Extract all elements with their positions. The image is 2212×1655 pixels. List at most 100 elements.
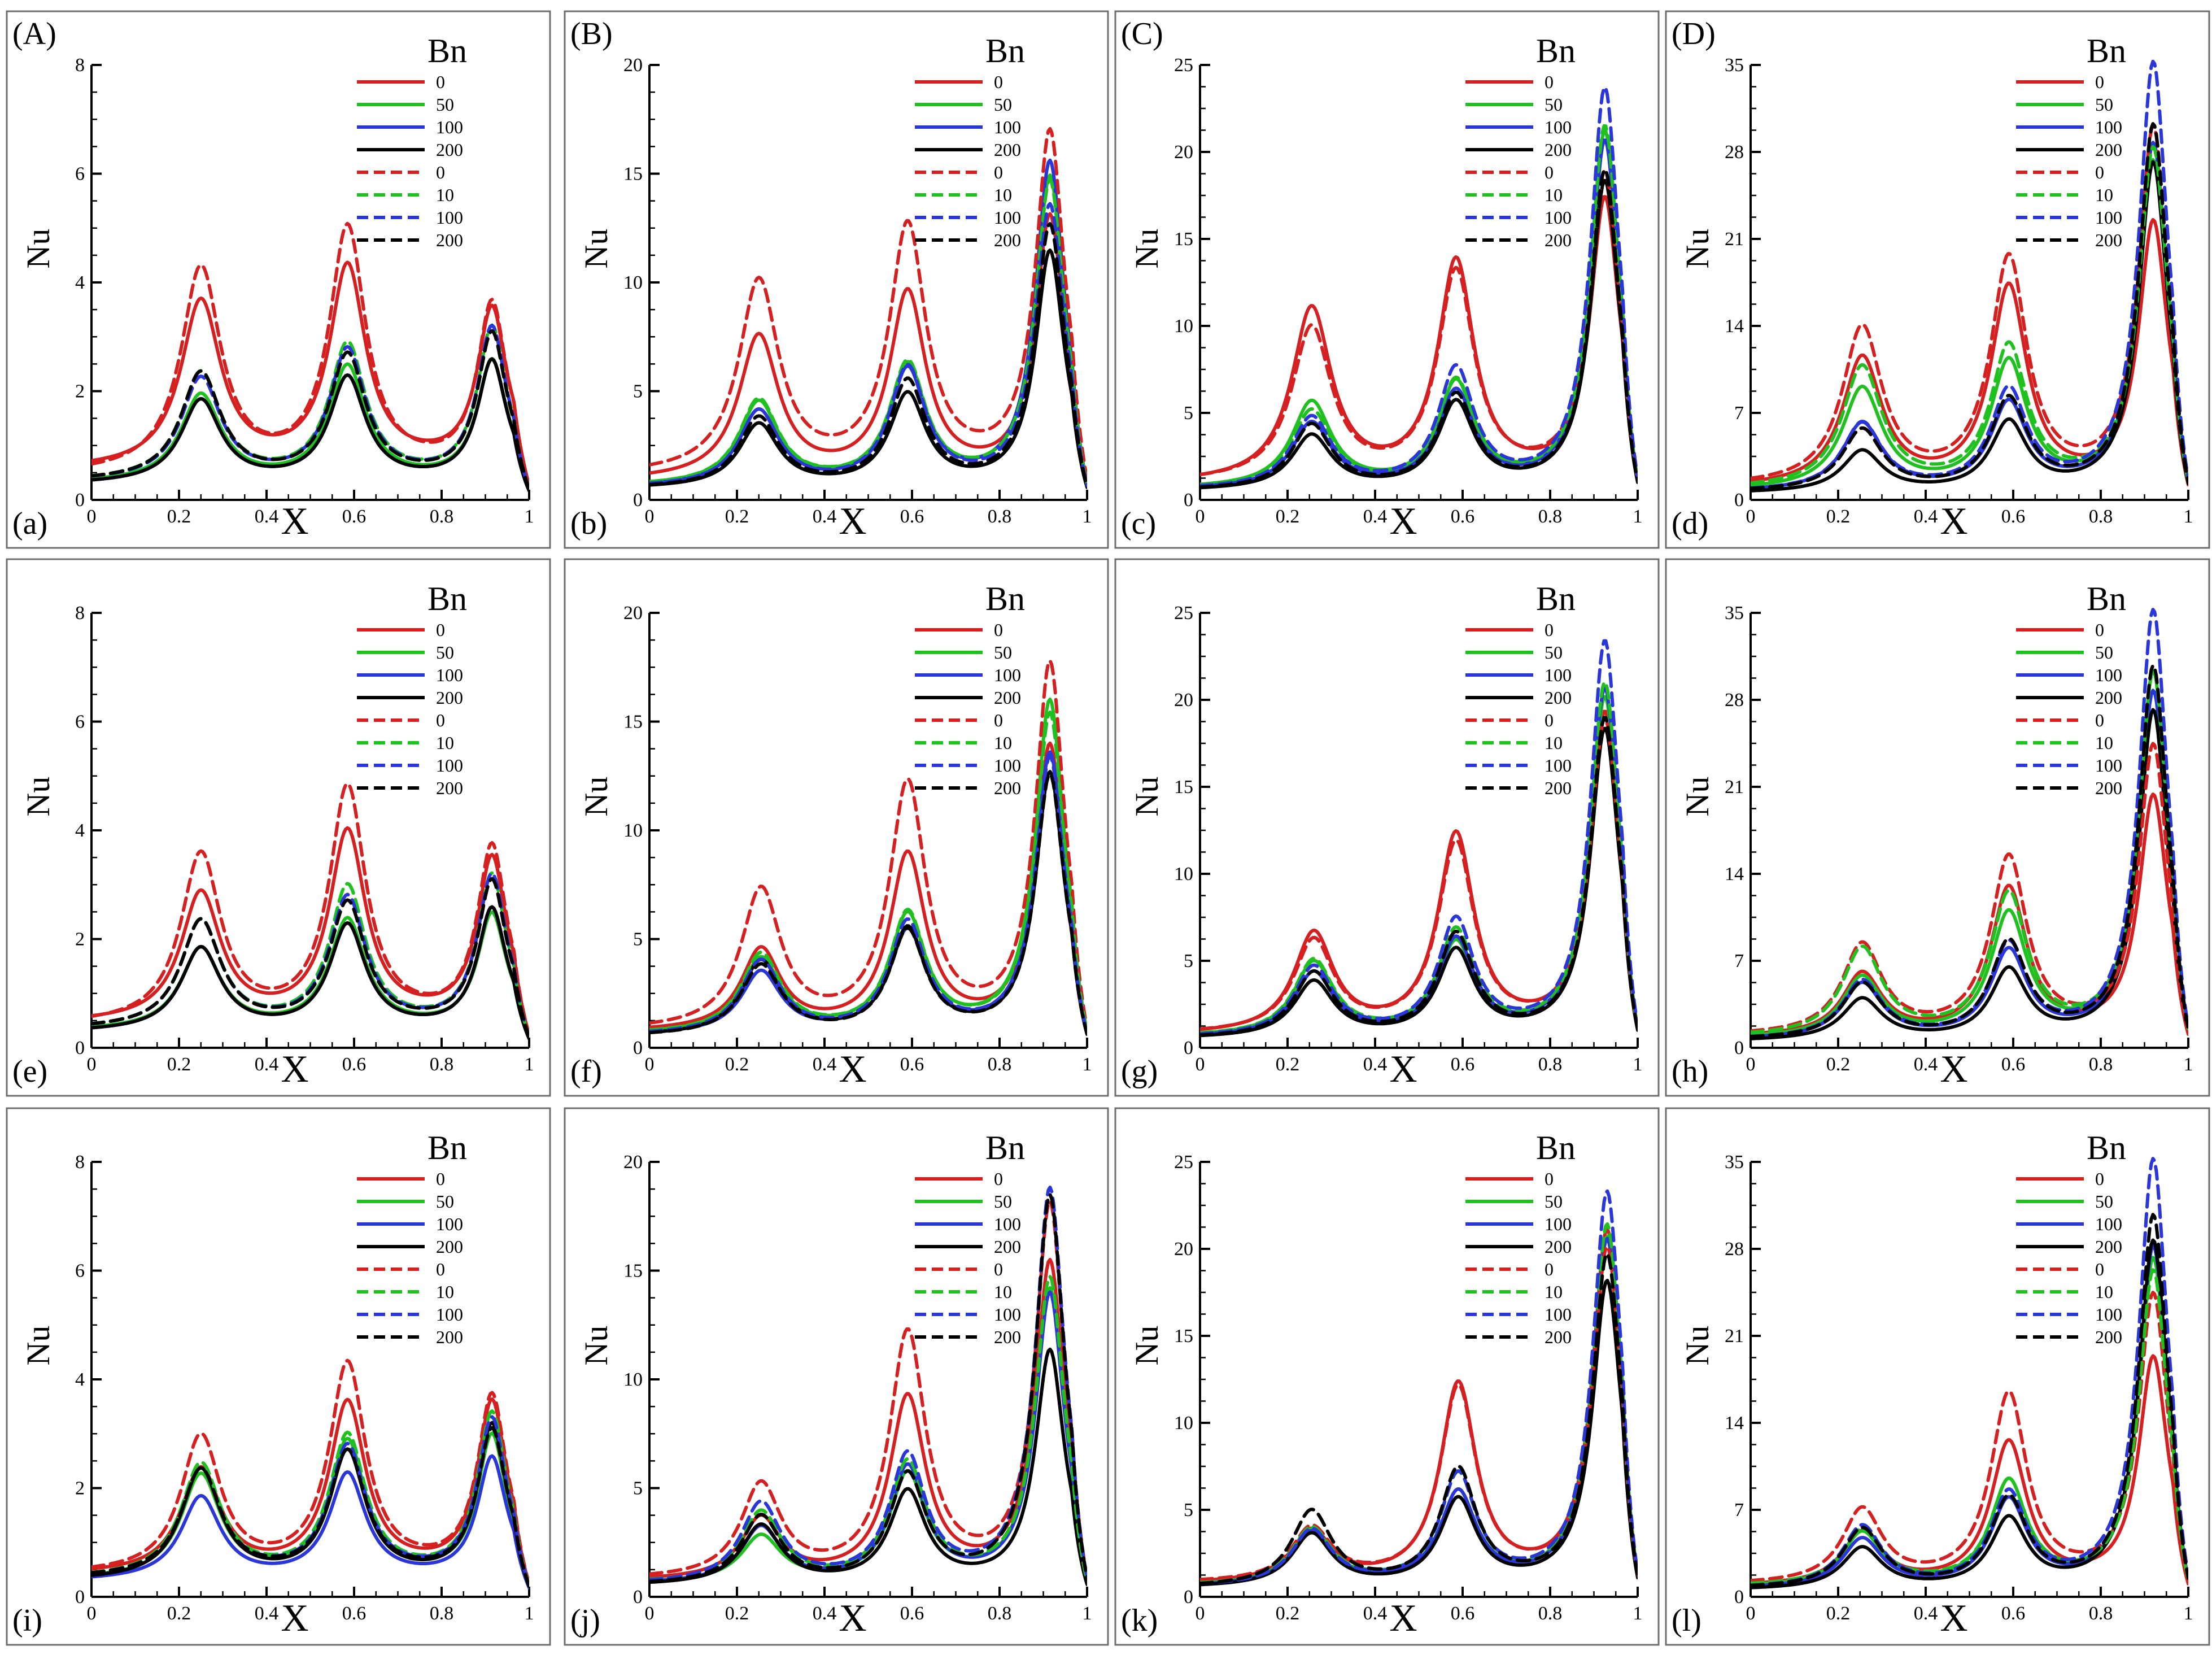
x-tick-label: 0.6 — [1451, 1603, 1475, 1624]
series-line-dashed-100 — [1200, 639, 1638, 1036]
panel-frame — [564, 10, 1109, 549]
y-tick-label: 0 — [633, 1587, 643, 1608]
legend-label: 100 — [1545, 755, 1572, 776]
x-tick-label: 0.4 — [1914, 1054, 1938, 1075]
series-line-solid-200 — [1751, 708, 2188, 1040]
y-tick-label: 25 — [1174, 1152, 1193, 1173]
y-tick-label: 28 — [1725, 142, 1744, 163]
legend-label: 200 — [1545, 230, 1572, 250]
series-line-dashed-200 — [91, 877, 529, 1039]
y-tick-label: 0 — [1184, 1587, 1193, 1608]
legend-label: 200 — [994, 778, 1021, 798]
y-axis-label: Nu — [20, 229, 56, 269]
x-tick-label: 0.2 — [725, 1054, 749, 1075]
legend-label: 0 — [994, 620, 1003, 640]
legend-label: 10 — [436, 185, 454, 205]
legend-label: 200 — [1545, 687, 1572, 708]
x-tick-label: 0 — [645, 1054, 655, 1075]
series-line-dashed-200 — [649, 772, 1087, 1036]
y-tick-label: 4 — [75, 820, 85, 841]
legend-label: 200 — [994, 140, 1021, 160]
legend-label: 200 — [2095, 687, 2122, 708]
panel-letter: (d) — [1672, 506, 1708, 541]
x-tick-label: 0.6 — [342, 1603, 367, 1624]
panel-frame — [1114, 558, 1660, 1097]
legend-label: 100 — [1545, 1214, 1572, 1234]
series-line-dashed-0 — [649, 659, 1087, 1030]
series-line-dashed-200 — [649, 222, 1087, 488]
legend-label: 100 — [2095, 1214, 2122, 1234]
x-tick-label: 0 — [1746, 506, 1756, 527]
x-tick-label: 0 — [87, 1603, 97, 1624]
series-line-solid-200 — [91, 905, 529, 1040]
x-tick-label: 0.2 — [1276, 1603, 1300, 1624]
x-tick-label: 1 — [2184, 1054, 2193, 1075]
legend-label: 10 — [436, 733, 454, 753]
legend-label: 200 — [1545, 1236, 1572, 1257]
x-tick-label: 0.4 — [255, 1054, 279, 1075]
legend-label: 0 — [436, 1259, 445, 1279]
x-tick-label: 0.8 — [2089, 1054, 2113, 1075]
panel-letter: (i) — [12, 1603, 42, 1638]
y-axis-label: Nu — [1128, 1326, 1165, 1366]
y-tick-label: 0 — [1184, 1038, 1193, 1059]
y-tick-label: 20 — [623, 55, 643, 76]
x-tick-label: 1 — [2184, 1603, 2193, 1624]
x-tick-label: 0.8 — [430, 1054, 454, 1075]
x-tick-label: 0.2 — [1276, 1054, 1300, 1075]
legend-title: Bn — [2087, 580, 2126, 617]
panel-letter: (k) — [1121, 1603, 1158, 1638]
panel-letter: (e) — [12, 1054, 47, 1089]
legend-label: 100 — [436, 1304, 463, 1325]
legend-label: 0 — [1545, 710, 1554, 730]
series-line-solid-0 — [91, 826, 529, 1036]
x-tick-label: 1 — [1083, 506, 1092, 527]
legend-label: 100 — [1545, 117, 1572, 137]
legend-label: 50 — [2095, 1191, 2113, 1212]
series-line-solid-200 — [91, 357, 529, 493]
y-tick-label: 20 — [1174, 690, 1193, 711]
x-tick-label: 0.6 — [1451, 1054, 1475, 1075]
series-line-dashed-200 — [1751, 664, 2188, 1039]
x-axis-label: X — [281, 1047, 308, 1090]
x-tick-label: 0.6 — [2001, 1054, 2026, 1075]
series-line-dashed-10 — [1751, 1268, 2188, 1585]
legend-label: 0 — [2095, 72, 2104, 92]
series-line-dashed-200 — [1200, 716, 1638, 1037]
panel-frame — [1665, 1107, 2210, 1646]
legend-label: 10 — [1545, 185, 1563, 205]
y-tick-label: 15 — [623, 712, 643, 733]
x-tick-label: 0.8 — [988, 506, 1012, 527]
legend-label: 200 — [994, 1327, 1021, 1347]
curves — [1751, 608, 2188, 1040]
series-line-dashed-100 — [649, 754, 1087, 1035]
legend-title: Bn — [985, 32, 1025, 69]
x-axis-label: X — [1389, 499, 1417, 542]
legend-title: Bn — [985, 1129, 1025, 1166]
series-line-solid-200 — [649, 1347, 1087, 1587]
series-line-dashed-0 — [91, 1358, 529, 1586]
y-axis-label: Nu — [1679, 777, 1716, 817]
y-tick-label: 10 — [623, 820, 643, 841]
x-axis-label: X — [1940, 1596, 1967, 1639]
y-axis-label: Nu — [1128, 229, 1165, 269]
x-tick-label: 0 — [1746, 1603, 1756, 1624]
series-line-solid-100 — [91, 1454, 529, 1589]
y-tick-label: 35 — [1725, 603, 1744, 624]
x-tick-label: 0.2 — [725, 506, 749, 527]
legend-label: 50 — [1545, 1191, 1563, 1212]
y-tick-label: 28 — [1725, 1239, 1744, 1260]
x-tick-label: 0.6 — [342, 1054, 367, 1075]
y-tick-label: 21 — [1725, 229, 1744, 250]
panel-letter: (c) — [1121, 506, 1156, 541]
legend-label: 200 — [994, 230, 1021, 250]
legend-label: 0 — [994, 1259, 1003, 1279]
legend-label: 200 — [436, 230, 463, 250]
legend-label: 0 — [436, 72, 445, 92]
x-tick-label: 1 — [1633, 1603, 1643, 1624]
legend-label: 100 — [436, 665, 463, 685]
y-tick-label: 5 — [1184, 951, 1193, 972]
